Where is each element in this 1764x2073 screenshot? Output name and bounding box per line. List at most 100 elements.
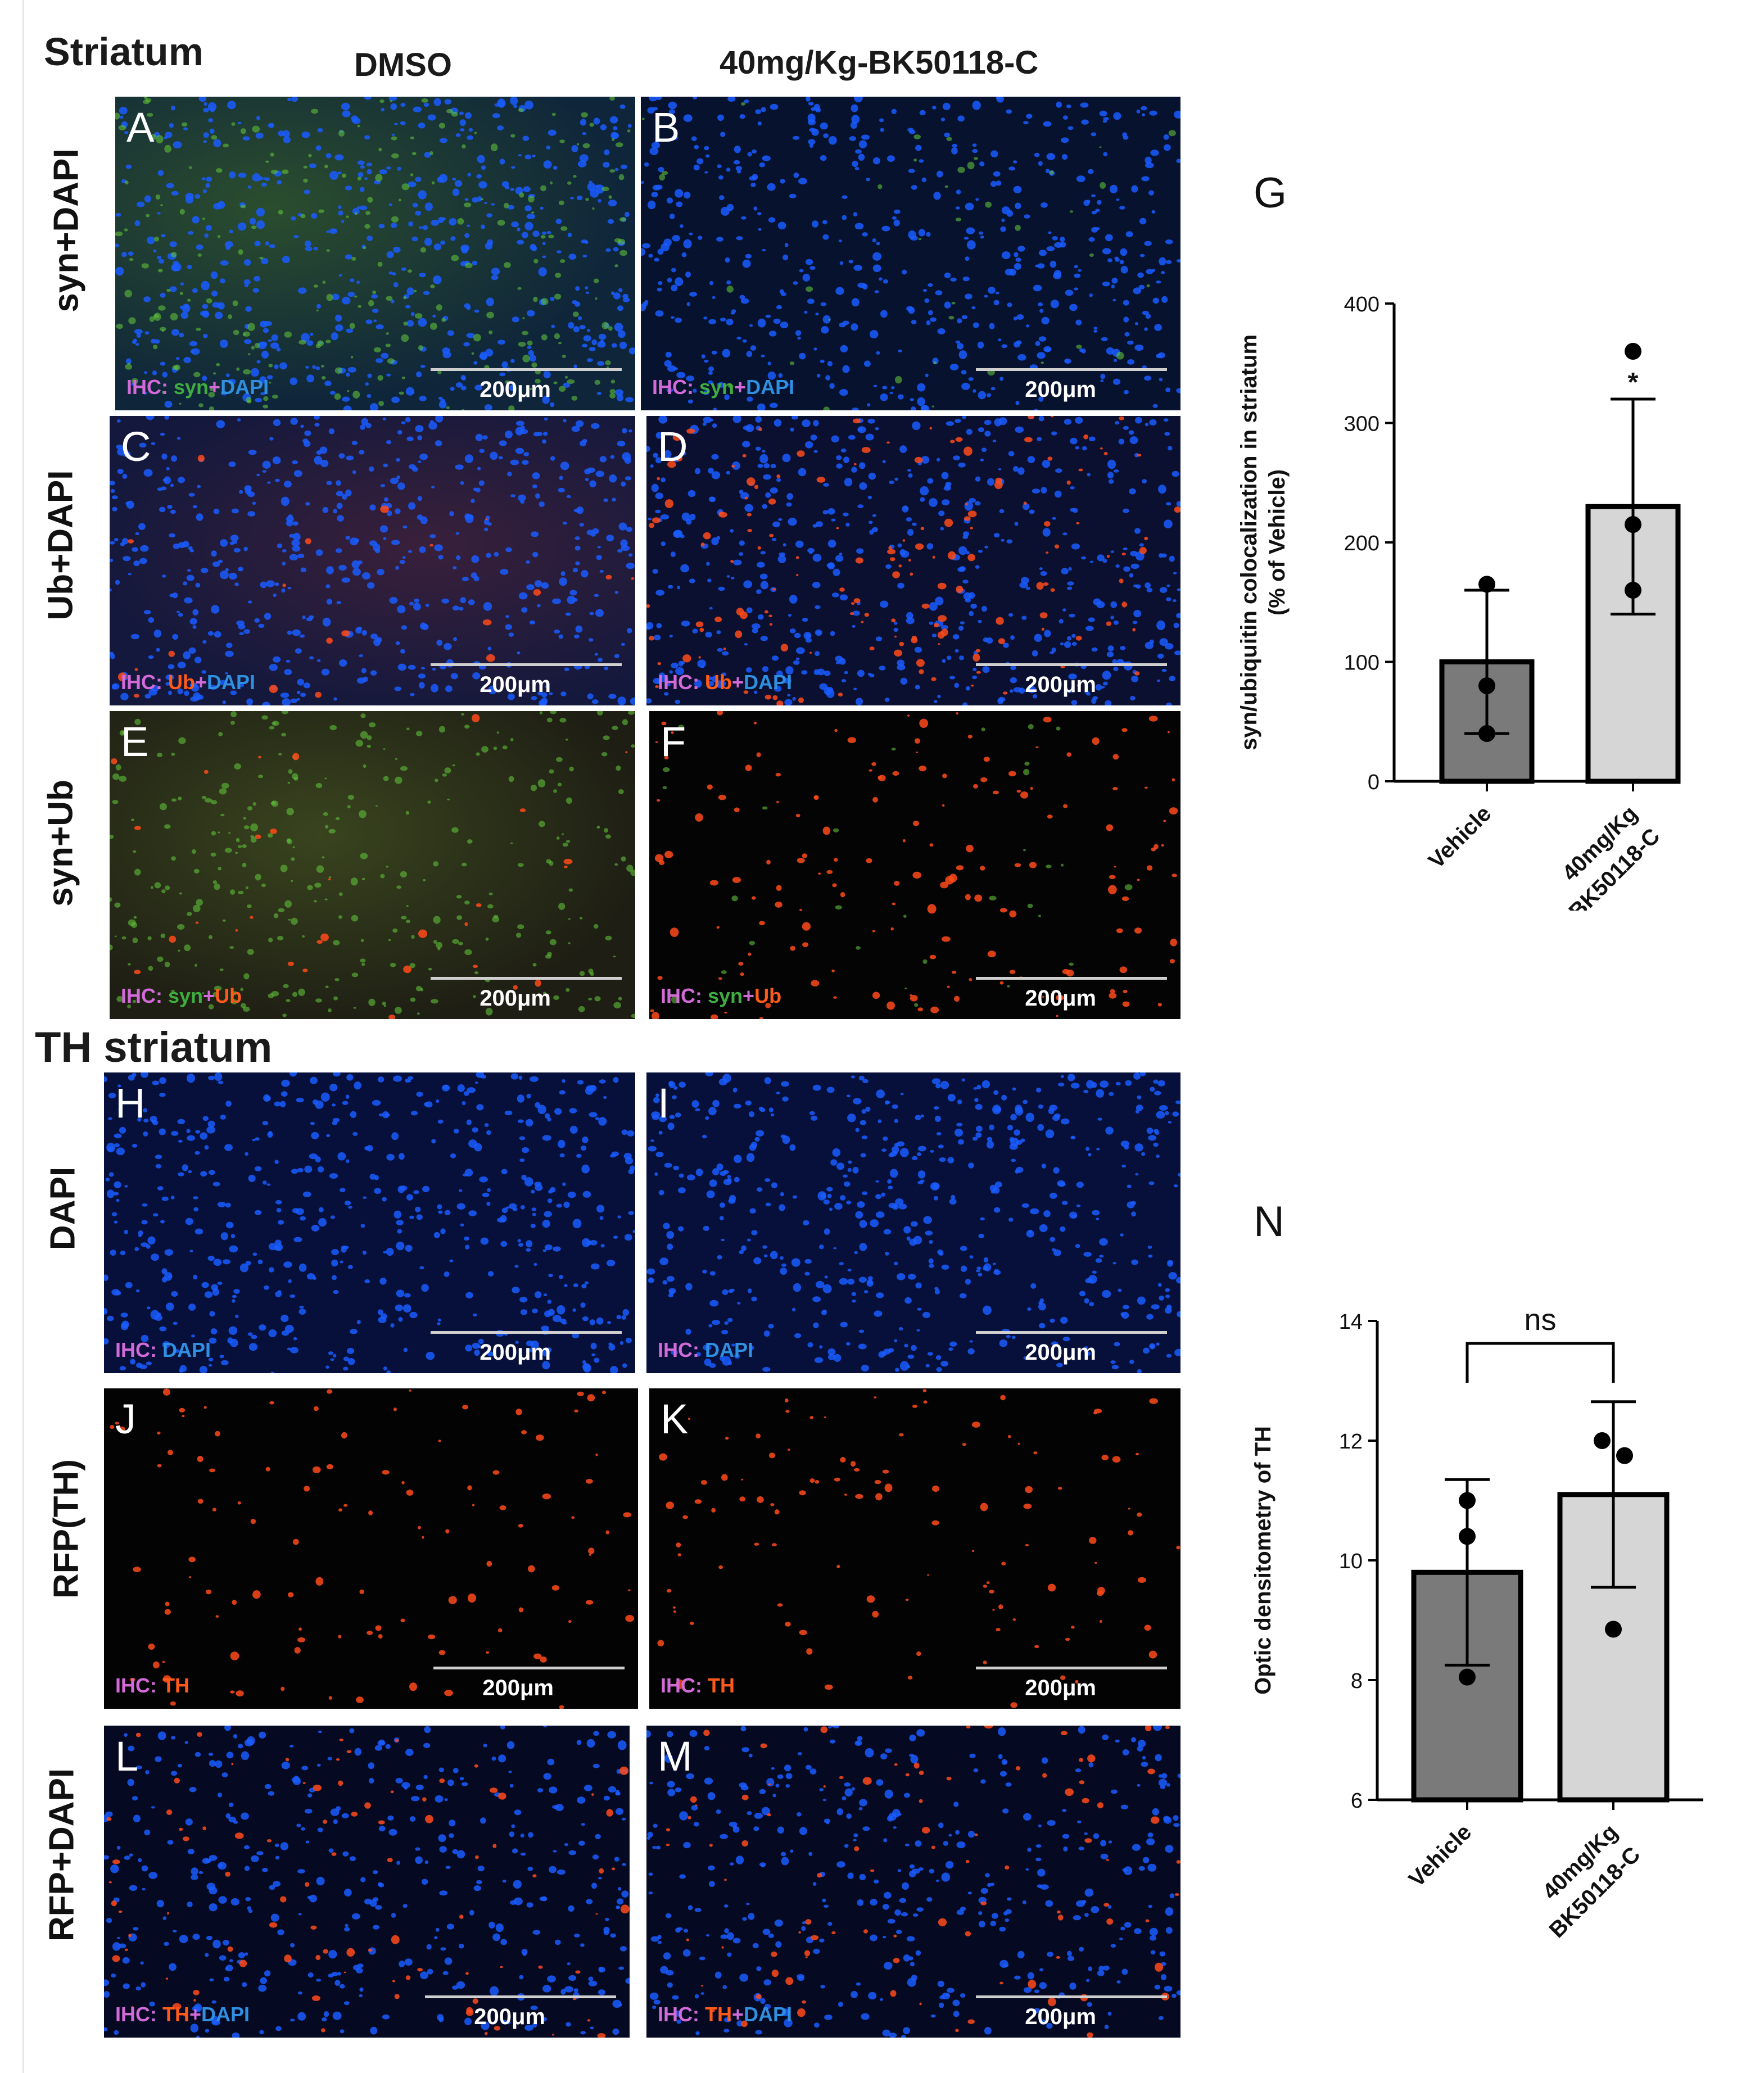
ihc-stain: +	[203, 984, 215, 1007]
panel-letter-n: N	[1254, 1198, 1284, 1246]
y-tick-label: 200	[1344, 532, 1379, 555]
column-header-dmso: DMSO	[354, 47, 452, 83]
y-tick-label: 14	[1339, 1310, 1363, 1334]
ihc-stain: Ub	[215, 984, 242, 1007]
scale-bar	[431, 977, 622, 980]
ihc-stain: +	[209, 375, 221, 399]
panel-letter-m: M	[658, 1733, 693, 1780]
ihc-label: IHC: DAPI	[115, 1338, 211, 1362]
micrograph-panel-l: L IHC: TH+DAPI 200μm	[104, 1726, 630, 2038]
ihc-stain: DAPI	[201, 2003, 250, 2026]
scale-bar	[425, 1995, 616, 1998]
y-tick-label: 100	[1344, 651, 1379, 675]
micrograph-texture	[104, 1072, 635, 1373]
ihc-prefix: IHC:	[126, 375, 174, 399]
y-axis-label: (% of Vehicle)	[1265, 469, 1290, 615]
data-point	[1625, 343, 1641, 360]
scale-bar	[431, 663, 622, 666]
ihc-stain: +	[734, 375, 747, 399]
micrograph-texture	[115, 97, 635, 410]
micrograph-panel-i: I IHC: DAPI 200μm	[646, 1072, 1180, 1373]
micrograph-texture	[110, 1388, 635, 1709]
data-point	[1459, 1528, 1476, 1545]
scale-bar	[976, 1331, 1167, 1334]
ihc-stain: DAPI	[162, 1338, 211, 1361]
panel-letter-e: E	[121, 718, 149, 765]
ihc-label: IHC: syn+Ub	[121, 984, 242, 1008]
micrograph-panel-a: A IHC: syn+DAPI 200μm	[115, 97, 635, 410]
ihc-stain: TH	[705, 2003, 732, 2026]
panel-letter-h: H	[115, 1080, 146, 1126]
ihc-stain: +	[189, 2003, 202, 2026]
significance-bracket	[1466, 1342, 1615, 1383]
micrograph-texture	[641, 97, 1180, 410]
panel-letter-c: C	[121, 423, 151, 470]
micrograph-texture	[646, 416, 1180, 705]
scale-bar-label: 200μm	[1025, 1340, 1096, 1365]
panel-letter-g: G	[1254, 169, 1287, 217]
y-tick-label: 10	[1339, 1550, 1363, 1573]
micrograph-panel-f: F IHC: syn+Ub 200μm	[649, 711, 1180, 1019]
chart-g: 0 100 200 300 400 syn/ubiquitin colocalizatio…	[1237, 293, 1681, 911]
scale-bar	[976, 663, 1167, 666]
ihc-stain: DAPI	[744, 671, 793, 694]
scale-bar	[433, 1667, 625, 1669]
scale-bar	[976, 977, 1167, 980]
ihc-label: IHC: TH	[115, 1674, 189, 1698]
y-tick-label: 400	[1344, 293, 1379, 316]
ihc-label: IHC: TH	[661, 1674, 735, 1698]
micrograph-texture	[110, 711, 635, 1019]
row-label-syn-ub: syn+Ub	[41, 780, 80, 907]
ihc-label: IHC: syn+DAPI	[652, 375, 794, 399]
micrograph-panel-k: K IHC: TH 200μm	[649, 1388, 1180, 1709]
data-point	[1616, 1447, 1633, 1464]
ihc-stain: syn	[174, 375, 209, 399]
ihc-stain: +	[732, 2003, 744, 2026]
data-point	[1478, 725, 1495, 742]
panel-letter-j: J	[115, 1396, 136, 1442]
section-title-th-striatum: TH striatum	[35, 1024, 273, 1071]
micrograph-panel-b: B IHC: syn+DAPI 200μm	[641, 97, 1180, 410]
significance-annotation: *	[1628, 368, 1639, 397]
micrograph-panel-m: M IHC: TH+DAPI 200μm	[646, 1726, 1180, 2038]
ihc-stain: syn	[699, 375, 735, 399]
data-point	[1478, 576, 1495, 593]
ihc-prefix: IHC:	[115, 1338, 162, 1361]
significance-annotation: ns	[1524, 1303, 1556, 1337]
row-label-rfp-dapi: RFP+DAPI	[42, 1768, 82, 1942]
ihc-label: IHC: syn+DAPI	[126, 375, 269, 399]
ihc-stain: Ub	[754, 984, 782, 1007]
data-point	[1594, 1432, 1611, 1449]
scale-bar-label: 200μm	[480, 377, 551, 402]
ihc-stain: DAPI	[220, 375, 269, 399]
ihc-prefix: IHC:	[121, 671, 168, 694]
ihc-prefix: IHC:	[115, 2003, 162, 2026]
panel-letter-b: B	[652, 104, 680, 151]
panel-letter-i: I	[658, 1080, 670, 1126]
ihc-stain: TH	[162, 1674, 189, 1697]
ihc-prefix: IHC:	[121, 984, 168, 1007]
micrograph-panel-h: H IHC: DAPI 200μm	[104, 1072, 635, 1373]
panel-letter-a: A	[126, 104, 155, 151]
panel-letter-d: D	[658, 423, 688, 470]
micrograph-panel-c: C IHC: Ub+DAPI 200μm	[110, 416, 635, 705]
ihc-stain: Ub	[705, 671, 732, 694]
micrograph-panel-d: D IHC: Ub+DAPI 200μm	[646, 416, 1180, 705]
data-point	[1625, 582, 1641, 599]
row-label-dapi: DAPI	[43, 1166, 83, 1251]
ihc-stain: TH	[162, 2003, 189, 2026]
row-label-ub-dapi: Ub+DAPI	[41, 470, 80, 621]
y-axis-label: Optic densitometry of TH	[1251, 1426, 1275, 1695]
ihc-stain: TH	[708, 1674, 735, 1697]
micrograph-texture	[650, 711, 1178, 1019]
row-label-syn-dapi: syn+DAPI	[47, 148, 86, 313]
micrograph-panel-e: E IHC: syn+Ub 200μm	[110, 711, 635, 1019]
ihc-prefix: IHC:	[661, 984, 708, 1007]
panel-letter-f: F	[661, 718, 686, 765]
ihc-label: IHC: DAPI	[658, 1338, 753, 1362]
ihc-prefix: IHC:	[658, 671, 705, 694]
scale-bar	[976, 1995, 1167, 1998]
x-category-label: Vehicle	[1404, 1819, 1477, 1892]
ihc-stain: +	[743, 984, 755, 1007]
